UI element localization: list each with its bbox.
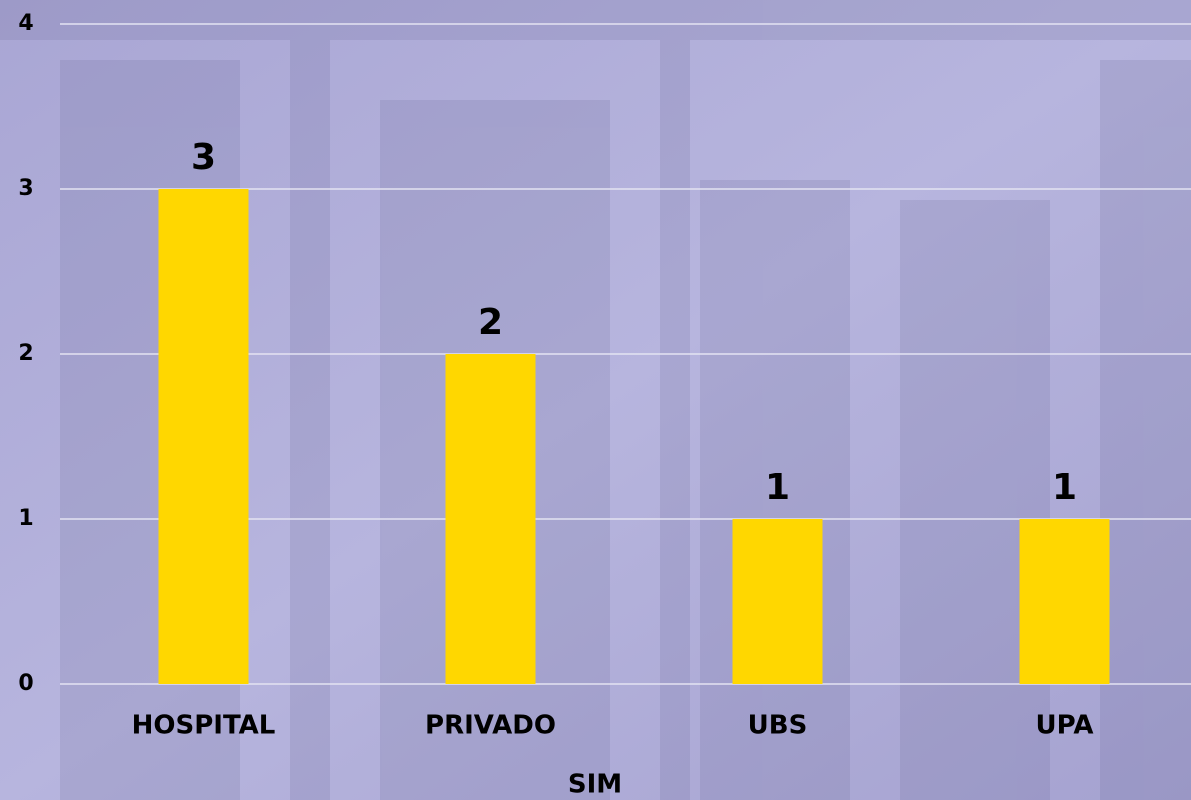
bar (733, 519, 823, 684)
x-tick-label: UBS (748, 711, 808, 741)
page: SIM 012343HOSPITAL2PRIVADO1UBS1UPA (() =… (0, 0, 1191, 800)
data-label: 1 (1052, 467, 1077, 508)
x-tick-label: PRIVADO (425, 711, 556, 741)
bar (1020, 519, 1110, 684)
data-label: 2 (478, 302, 503, 343)
x-tick-label: UPA (1036, 711, 1094, 741)
data-label: 1 (765, 467, 790, 508)
data-label: 3 (191, 137, 216, 178)
x-tick-label: HOSPITAL (132, 711, 276, 741)
bar (159, 189, 249, 684)
y-tick-label: 3 (18, 176, 33, 201)
y-tick-label: 1 (18, 506, 33, 531)
x-axis-label: SIM (568, 770, 622, 800)
y-tick-label: 4 (18, 11, 33, 36)
y-tick-label: 2 (18, 341, 33, 366)
bar (446, 354, 536, 684)
y-tick-label: 0 (18, 671, 33, 696)
chart: SIM 0 1 2 3 4 3 HOSPITAL 2 PRIVADO 1 UBS 1 UPA (0, 0, 1191, 800)
